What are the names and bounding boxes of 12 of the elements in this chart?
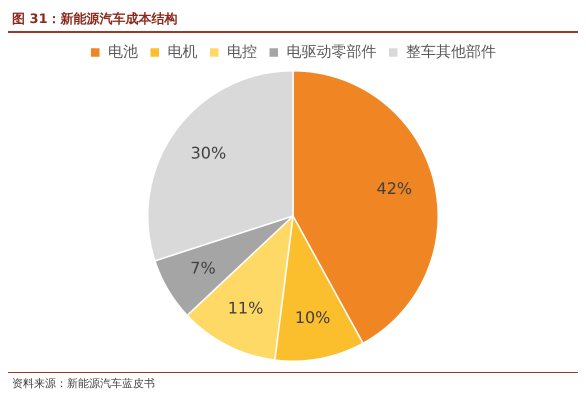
chart-title: 图 31：新能源汽车成本结构 — [11, 10, 179, 29]
data-label: 30% — [190, 143, 226, 162]
legend-label: 电机 — [167, 42, 198, 60]
legend-label: 电控 — [226, 42, 257, 60]
legend-label: 整车其他部件 — [406, 42, 496, 60]
text: 资料来源：新能源汽车蓝皮书 — [11, 376, 156, 392]
legend-label: 电驱动零部件 — [286, 42, 376, 60]
data-label: 11% — [228, 298, 264, 317]
data-label: 7% — [190, 258, 216, 277]
data-label: 42% — [376, 178, 412, 198]
legend-label: 电池 — [108, 42, 138, 60]
data-label: 10% — [294, 307, 330, 326]
